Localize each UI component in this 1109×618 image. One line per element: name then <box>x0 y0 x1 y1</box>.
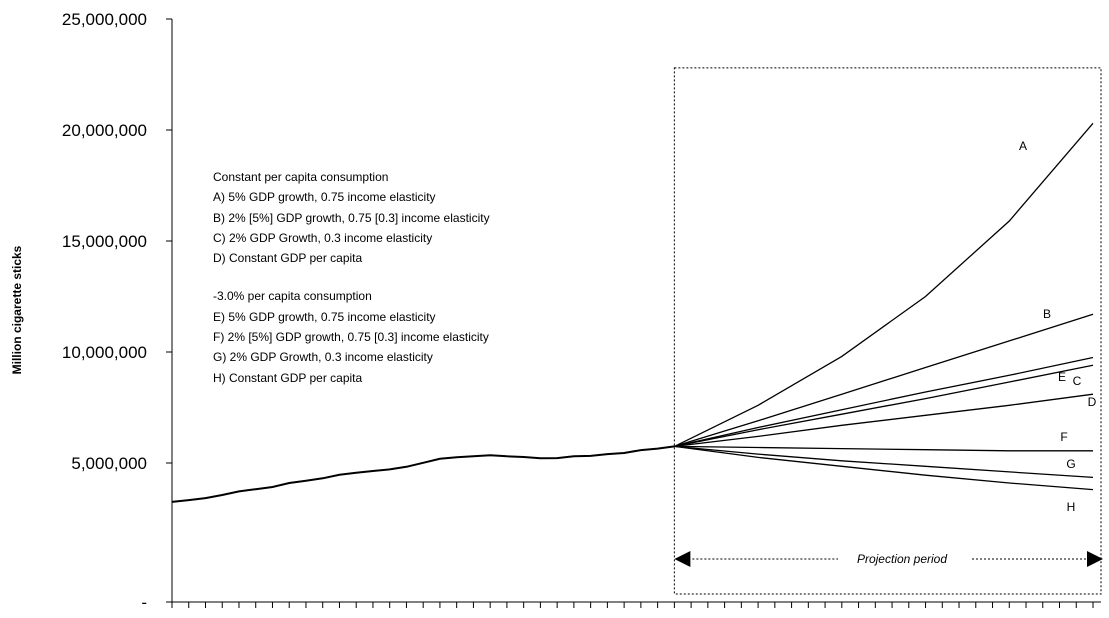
series-label-h: H <box>1067 500 1076 514</box>
legend-item-e: E) 5% GDP growth, 0.75 income elasticity <box>213 309 436 324</box>
projection-arrow-left-icon <box>674 551 691 567</box>
projection-arrow-right-icon <box>1087 551 1103 567</box>
series-label-a: A <box>1019 139 1027 153</box>
series-label-c: C <box>1073 374 1082 388</box>
series-label-b: B <box>1043 307 1051 321</box>
series-line-g <box>674 445 1094 479</box>
legend-item-c: C) 2% GDP Growth, 0.3 income elasticity <box>213 230 433 245</box>
legend-item-a: A) 5% GDP growth, 0.75 income elasticity <box>213 190 436 205</box>
projection-period: Projection period <box>673 67 1103 595</box>
legend-group1-title: Constant per capita consumption <box>213 170 389 184</box>
series-line-e <box>674 356 1094 448</box>
legend-item-b: B) 2% [5%] GDP growth, 0.75 [0.3] income… <box>213 210 490 225</box>
legend-group2-title: -3.0% per capita consumption <box>213 289 372 304</box>
legend-item-g: G) 2% GDP Growth, 0.3 income elasticity <box>213 350 433 365</box>
legend-item-h: H) Constant GDP per capita <box>213 370 363 385</box>
series-line-f <box>674 445 1093 452</box>
series-line-h <box>674 445 1094 491</box>
y-tick-label: 20,000,000 <box>62 121 147 140</box>
x-axis-ticks: 1970197519801985199019952000200520102015… <box>171 602 1094 608</box>
series-line-a <box>674 122 1094 447</box>
series-label-f: F <box>1060 430 1067 444</box>
y-tick-label: 15,000,000 <box>62 232 147 251</box>
legend-item-d: D) Constant GDP per capita <box>213 251 363 266</box>
series-label-d: D <box>1088 395 1097 409</box>
y-tick-label: 25,000,000 <box>62 10 147 29</box>
axes <box>171 19 1101 603</box>
series-label-e: E <box>1058 370 1066 384</box>
series-lines <box>171 122 1094 503</box>
y-axis-label: Million cigarette sticks <box>10 245 24 374</box>
series-labels: A B E CD FG H <box>1019 139 1097 514</box>
legend: Constant per capita consumption A) 5% GD… <box>213 167 490 388</box>
y-axis-ticks: - 5,000,000 10,000,000 15,000,000 20,000,000… <box>62 10 172 612</box>
series-line-historical <box>171 445 675 503</box>
y-tick-label: 10,000,000 <box>62 343 147 362</box>
legend-item-f: F) 2% [5%] GDP growth, 0.75 [0.3] income… <box>213 330 489 345</box>
series-line-b <box>674 313 1094 448</box>
y-tick-label: - <box>141 593 147 612</box>
y-tick-label: 5,000,000 <box>71 454 147 473</box>
series-line-c <box>674 364 1094 448</box>
projection-period-label: Projection period <box>857 552 947 566</box>
series-label-g: G <box>1066 457 1075 471</box>
series-line-d <box>674 393 1094 448</box>
projection-box <box>673 67 1102 595</box>
